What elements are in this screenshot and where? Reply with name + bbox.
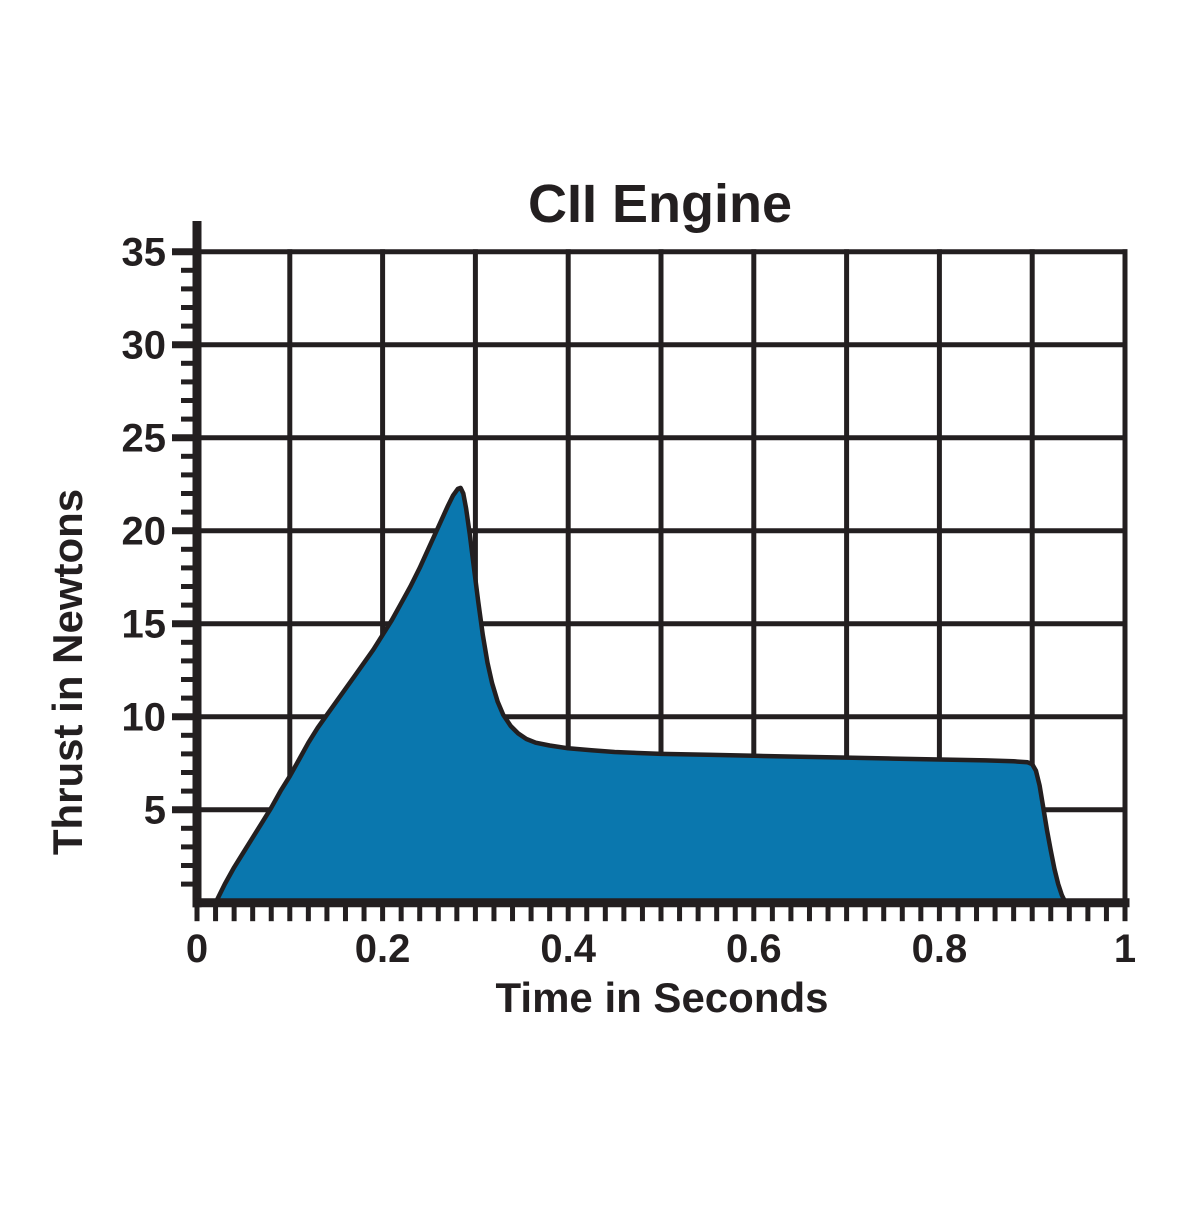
thrust-curve-fill [215, 487, 1066, 903]
y-tick-label: 5 [144, 789, 166, 833]
x-axis-title: Time in Seconds [496, 974, 829, 1021]
axes [192, 221, 1130, 908]
y-tick-labels: 5 10 15 20 25 30 35 [122, 231, 167, 833]
y-axis-title: Thrust in Newtons [44, 489, 91, 855]
x-tick-labels: 0 0.2 0.4 0.6 0.8 1 [186, 927, 1136, 971]
x-tick-label: 0.8 [912, 927, 968, 971]
x-tick-label: 0 [186, 927, 208, 971]
x-tick-label: 0.6 [726, 927, 782, 971]
x-tick-label: 0.2 [355, 927, 411, 971]
chart-title: CII Engine [528, 174, 792, 234]
y-tick-label: 10 [122, 696, 167, 740]
y-tick-label: 30 [122, 324, 167, 368]
y-tick-label: 15 [122, 603, 167, 647]
y-tick-label: 20 [122, 510, 167, 554]
thrust-curve-line [213, 485, 1068, 905]
thrust-curve-area [213, 485, 1068, 905]
x-tick-label: 1 [1114, 927, 1136, 971]
y-tick-label: 25 [122, 417, 167, 461]
x-tick-label: 0.4 [540, 927, 596, 971]
y-tick-label: 35 [122, 231, 167, 275]
